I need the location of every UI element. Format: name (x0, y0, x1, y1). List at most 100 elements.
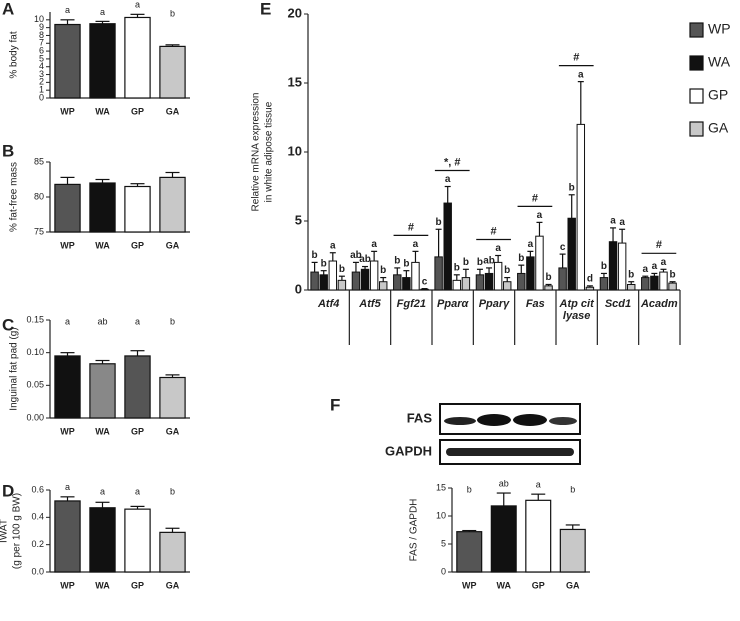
significance-letter: a (135, 486, 140, 496)
y-tick-label: 5 (39, 53, 44, 63)
significance-letter: a (65, 482, 70, 492)
bar (310, 271, 319, 291)
error-bar (362, 265, 369, 270)
significance-letter: b (518, 253, 524, 264)
bar (54, 23, 81, 99)
x-tick-label: GP (131, 426, 144, 436)
y-tick-label: 15 (436, 482, 446, 492)
x-tick-label: Fas (525, 298, 545, 310)
y-tick-label: 6 (39, 45, 44, 55)
bar (89, 507, 116, 573)
error-bar (60, 496, 75, 501)
bar (558, 267, 567, 291)
error-bar (462, 529, 477, 532)
error-bar (165, 374, 180, 378)
x-tick-label: GP (532, 580, 545, 590)
legend-swatch (689, 22, 704, 38)
significance-letter: b (403, 258, 409, 269)
y-tick-label: 5 (441, 538, 446, 548)
error-bar (403, 270, 410, 278)
error-bar (95, 178, 110, 183)
category-box: Atp cit lyase (560, 298, 594, 322)
legend-swatch (689, 121, 704, 137)
significance-letter: a (652, 261, 658, 272)
y-tick-label: 0.4 (31, 512, 44, 522)
panel-label: F (330, 395, 340, 414)
significance-letter: a (619, 217, 625, 228)
bar (475, 274, 485, 291)
significance-letter: b (312, 250, 318, 261)
bar (54, 355, 81, 419)
x-tick-label: GA (166, 426, 180, 436)
error-bar (352, 261, 359, 273)
x-tick-label: WP (462, 580, 477, 590)
panel-label: B (2, 141, 14, 160)
bar (627, 283, 636, 291)
x-tick-label: Scd1 (604, 298, 632, 310)
error-bar (600, 272, 607, 278)
error-bar (504, 276, 511, 282)
error-bar (527, 250, 534, 257)
x-tick-label: GA (166, 106, 180, 116)
error-bar (486, 267, 493, 274)
category-box: Pparα (437, 298, 468, 310)
significance-letter: a (610, 216, 616, 227)
y-tick-label: 10 (436, 510, 446, 520)
x-tick-label: GP (131, 580, 144, 590)
bar (544, 285, 553, 291)
significance-letter: a (65, 5, 70, 15)
bar (420, 288, 429, 291)
error-bar (568, 194, 575, 219)
y-tick-label: 85 (34, 156, 44, 166)
significance-letter: d (587, 274, 593, 285)
bar (503, 281, 512, 291)
bar (659, 271, 668, 291)
error-bar (95, 501, 110, 508)
bar (493, 261, 503, 291)
y-tick-label: 0.2 (31, 539, 44, 549)
y-tick-label: 0.10 (26, 347, 44, 357)
error-bar (165, 44, 180, 47)
significance-letter: b (321, 258, 327, 269)
error-bar (565, 524, 580, 530)
error-bar (380, 276, 387, 282)
significance-letter: b (339, 264, 345, 275)
significance-letter: a (536, 480, 541, 490)
bar (452, 279, 462, 291)
bar (89, 363, 116, 419)
significance-letter: b (467, 484, 472, 494)
significance-letter: a (537, 210, 543, 221)
bar (517, 272, 526, 291)
error-bar (444, 185, 451, 204)
y-tick-label: 20 (288, 5, 302, 20)
y-tick-label: 3 (39, 69, 44, 79)
error-bar (586, 285, 593, 288)
error-bar (371, 250, 378, 262)
bar (411, 261, 420, 291)
error-bar (518, 264, 525, 274)
significance-letter: b (170, 8, 175, 18)
bar (608, 241, 618, 291)
blot-label: FAS (407, 410, 433, 425)
error-bar (559, 253, 566, 268)
error-bar (545, 283, 552, 286)
significance-letter: a (445, 174, 451, 185)
category-box: Acadm (641, 298, 678, 310)
bar (369, 260, 379, 291)
y-tick-label: 10 (288, 143, 302, 158)
error-bar (660, 268, 667, 273)
x-tick-label: WA (497, 580, 512, 590)
bar (379, 281, 388, 291)
bar (567, 217, 576, 291)
x-tick-label: WA (95, 426, 110, 436)
annotation: # (656, 239, 662, 251)
bar (434, 256, 443, 291)
band (513, 414, 547, 426)
annotation: # (491, 225, 497, 237)
bar (351, 271, 361, 291)
error-bar (651, 272, 658, 277)
error-bar (311, 261, 318, 273)
bar (617, 242, 627, 291)
error-bar (165, 527, 180, 533)
